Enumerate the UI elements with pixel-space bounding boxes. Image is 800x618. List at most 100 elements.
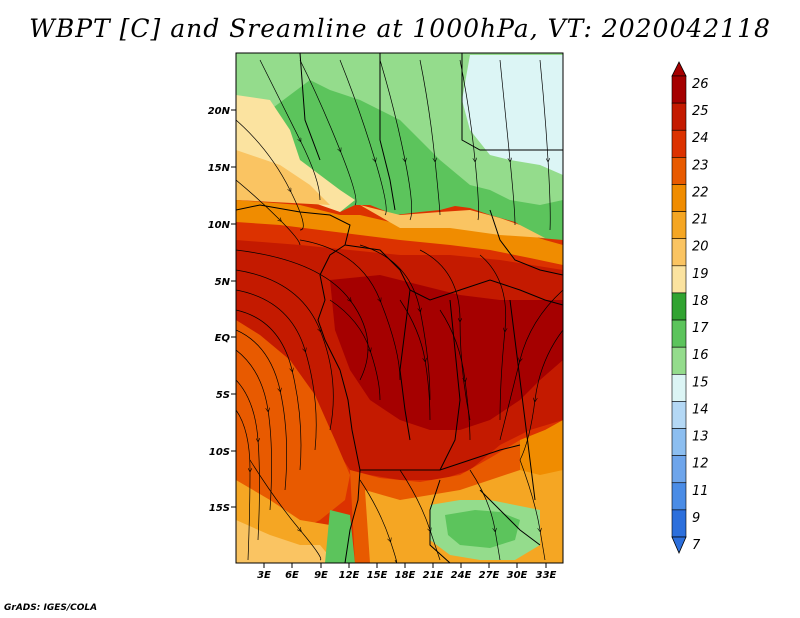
border-line	[379, 53, 396, 211]
field-green-south-core	[445, 510, 520, 548]
streamline	[236, 179, 301, 246]
streamline	[329, 299, 381, 401]
streamline	[236, 409, 250, 561]
colorbar-swatch	[671, 346, 687, 375]
lon-label: 12E	[339, 570, 360, 581]
lon-label: 15E	[367, 570, 388, 581]
field-ocean-southwest	[236, 320, 350, 530]
field-orange-transition	[236, 200, 563, 265]
colorbar-swatch	[671, 157, 687, 185]
streamline	[499, 59, 516, 226]
lon-ticks	[263, 563, 547, 568]
streamline	[236, 269, 334, 431]
colorbar-swatch	[671, 428, 687, 456]
border-line	[461, 53, 563, 151]
colorbar-label: 17	[692, 321, 709, 336]
border-line	[344, 244, 563, 306]
lat-label: 10N	[208, 220, 231, 231]
colorbar-label: 16	[692, 348, 709, 363]
streamline	[439, 309, 471, 441]
colorbar-label: 22	[692, 185, 709, 200]
colorbar-label: 15	[692, 375, 709, 390]
streamline	[519, 459, 546, 561]
streamline	[399, 299, 431, 421]
border-line	[439, 299, 461, 471]
streamline	[359, 244, 431, 401]
streamline	[299, 59, 357, 206]
lon-label: 9E	[314, 570, 328, 581]
streamline	[519, 329, 563, 461]
field-east-orange	[520, 420, 563, 475]
border-line	[509, 299, 536, 501]
streamline	[539, 59, 551, 231]
colorbar-swatch	[671, 102, 687, 131]
colorbar-swatch	[671, 455, 687, 484]
field-yellow-southwest	[236, 520, 335, 563]
streamline	[299, 239, 401, 381]
map-plot-area	[236, 53, 563, 563]
plot-frame	[235, 52, 564, 564]
colorbar-label: 11	[692, 484, 709, 499]
streamline	[249, 459, 322, 561]
field-light-transition	[360, 205, 545, 238]
streamline	[339, 59, 387, 216]
colorbar-label: 25	[692, 104, 709, 119]
border-line	[489, 209, 563, 276]
streamline	[236, 309, 302, 471]
lon-label: 3E	[257, 570, 271, 581]
colorbar-swatch	[671, 238, 687, 267]
lat-ticks	[231, 109, 236, 508]
streamline	[499, 289, 563, 441]
map-title: WBPT [C] and Sreamline at 1000hPa, VT: 2…	[29, 14, 771, 43]
lat-label: 5N	[215, 277, 231, 288]
streamline	[259, 59, 321, 201]
lon-label: 33E	[536, 570, 557, 581]
lon-label: 6E	[285, 570, 299, 581]
colorbar-label: 21	[692, 213, 709, 228]
streamline	[469, 469, 501, 561]
field-darkred-core	[330, 275, 563, 430]
lon-label: 30E	[507, 570, 528, 581]
streamline	[236, 379, 260, 541]
colorbar-swatch	[671, 129, 687, 158]
lon-labels: 3E 6E 9E 12E 15E 18E 21E 24E 27E 30E 33E	[257, 570, 556, 581]
colorbar-label: 7	[692, 538, 701, 553]
colorbar-swatch	[671, 265, 687, 294]
streamline	[419, 249, 471, 421]
streamline	[236, 289, 317, 451]
streamline	[459, 59, 479, 221]
lon-label: 21E	[423, 570, 444, 581]
colorbar-label: 20	[692, 240, 709, 255]
lat-labels: 20N 15N 10N 5N EQ 5S 10S 15S	[208, 106, 231, 514]
lat-label: EQ	[215, 333, 231, 344]
colorbar-label: 13	[692, 430, 709, 445]
streamline	[379, 59, 412, 221]
colorbar-label: 18	[692, 294, 709, 309]
colorbar-swatch	[671, 401, 687, 429]
lat-label: 20N	[208, 106, 231, 117]
colorbar-label: 12	[692, 457, 709, 472]
colorbar: 26 25 24 23 22 21 20 19 18 17 16 15 14 13 12 11 9 7	[671, 61, 709, 554]
grads-credit: GrADS: IGES/COLA	[4, 603, 98, 613]
colorbar-label: 14	[692, 402, 709, 417]
coastline	[236, 204, 361, 563]
colorbar-swatch	[671, 482, 687, 511]
colorbar-label: 26	[692, 77, 709, 92]
streamline	[419, 59, 441, 216]
colorbar-label: 9	[692, 511, 700, 526]
streamline	[236, 249, 369, 381]
colorbar-label: 19	[692, 267, 709, 282]
border-line	[299, 53, 321, 161]
streamline	[236, 349, 272, 511]
colorbar-top-arrow	[671, 61, 687, 77]
country-borders	[236, 53, 563, 563]
streamline	[236, 119, 304, 231]
border-line	[479, 489, 541, 546]
colorbar-swatch	[671, 184, 687, 212]
border-line	[429, 479, 451, 563]
streamline	[479, 254, 506, 421]
lat-label: 5S	[216, 390, 230, 401]
colorbar-bottom-arrow	[671, 536, 687, 554]
colorbar-swatch	[671, 211, 687, 240]
